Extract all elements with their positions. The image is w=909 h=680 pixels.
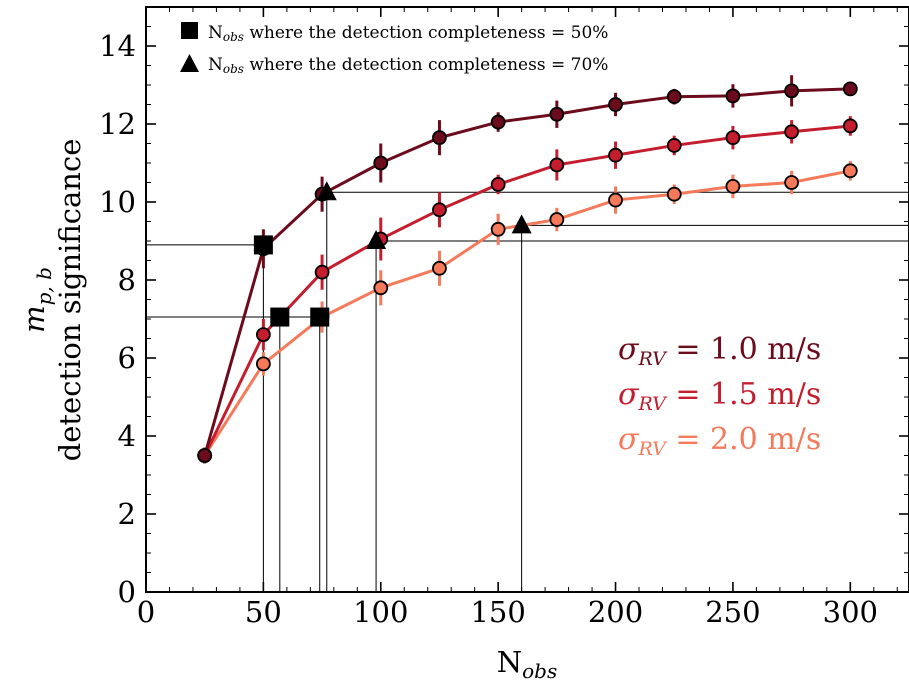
data-point-2-5	[490, 221, 506, 237]
data-point-0-11	[842, 81, 858, 97]
series-line-0	[203, 87, 851, 456]
data-point-0-10	[784, 83, 800, 99]
sigma-2-0-text: = 2.0 m/s	[666, 422, 821, 457]
data-point-0-5	[490, 114, 506, 130]
data-point-0-9	[725, 88, 741, 104]
data-point-1-10	[784, 124, 800, 140]
triangle-marker-70-2	[511, 214, 532, 234]
legend-entry-50-sub: obs	[223, 30, 244, 44]
x-tick-label-6: 300	[823, 595, 878, 629]
legend-entry-70: Nobs where the detection completeness = …	[208, 55, 608, 76]
data-point-1-2	[314, 264, 330, 280]
sigma-1-5-greek: σ	[618, 377, 640, 412]
sigma-1-5-sub: RV	[637, 393, 668, 415]
data-point-0-4	[432, 130, 447, 146]
sigma-annotations: σRV = 1.0 m/s σRV = 1.5 m/s σRV = 2.0 m/…	[618, 332, 821, 460]
data-point-1-4	[432, 202, 447, 218]
sigma-annotation-2-0: σRV = 2.0 m/s	[618, 422, 821, 460]
y-tick-label-1: 2	[118, 497, 136, 531]
data-point-2-11	[842, 163, 858, 179]
y-axis-label-line2: detection significance	[53, 139, 87, 462]
legend-entry-50: Nobs where the detection completeness = …	[208, 23, 608, 44]
data-point-1-9	[725, 130, 741, 146]
data-point-0-0	[197, 448, 213, 463]
sigma-1-0-greek: σ	[618, 332, 640, 367]
y-axis-label-line1: mp, b	[17, 267, 56, 333]
legend-triangle-marker	[180, 54, 199, 72]
sigma-annotation-1-0: σRV = 1.0 m/s	[618, 332, 821, 370]
data-point-1-1	[255, 327, 271, 343]
completeness-markers-layer	[253, 181, 532, 327]
x-tick-label-4: 200	[588, 595, 643, 629]
data-point-2-1	[255, 356, 271, 372]
triangle-marker-70-1	[366, 230, 387, 249]
x-axis-label-sub: obs	[522, 659, 557, 680]
legend-entry-70-text: where the detection completeness = 70%	[244, 55, 608, 75]
legend: Nobs where the detection completeness = …	[180, 22, 608, 76]
data-point-0-6	[549, 106, 565, 122]
series-2	[197, 161, 858, 464]
y-axis-label-sub: p, b	[32, 267, 56, 305]
legend-entry-70-sub: obs	[223, 62, 244, 76]
data-point-1-5	[490, 177, 506, 192]
triangle-marker-70-0	[316, 181, 337, 201]
sigma-1-0-text: = 1.0 m/s	[666, 332, 821, 367]
y-axis-label-m: m	[17, 305, 51, 333]
x-tick-label-3: 150	[470, 595, 525, 629]
x-axis-label: Nobs	[497, 645, 557, 680]
legend-entry-50-text: where the detection completeness = 50%	[244, 23, 608, 43]
data-point-1-11	[842, 118, 858, 134]
data-point-2-3	[373, 280, 389, 296]
data-point-2-7	[608, 192, 623, 208]
x-axis-label-n: N	[497, 645, 522, 679]
y-tick-label-7: 14	[99, 29, 136, 63]
y-tick-label-4: 8	[118, 263, 136, 297]
x-tick-label-5: 250	[705, 595, 760, 629]
legend-square-marker	[181, 22, 198, 39]
series-0	[197, 75, 858, 464]
square-marker-50-1	[270, 307, 290, 327]
square-marker-50-2	[310, 307, 330, 327]
data-point-0-3	[373, 155, 389, 171]
reference-lines-layer	[146, 191, 909, 592]
legend-entry-70-n: N	[208, 55, 223, 75]
square-marker-50-0	[253, 235, 273, 255]
sigma-annotation-1-5: σRV = 1.5 m/s	[618, 377, 821, 415]
data-point-0-8	[666, 89, 682, 105]
data-point-2-8	[666, 186, 682, 202]
sigma-2-0-greek: σ	[618, 422, 640, 457]
data-point-2-10	[784, 175, 800, 190]
series-line-1	[203, 124, 851, 457]
data-point-2-4	[432, 260, 447, 276]
sigma-1-0-sub: RV	[637, 348, 668, 370]
data-point-1-8	[666, 138, 682, 153]
y-tick-label-5: 10	[99, 185, 136, 219]
sigma-2-0-sub: RV	[637, 438, 668, 460]
axes-layer: 0 50 100 150 200 250 300 0 2 4 6 8 10 12 14	[99, 7, 909, 629]
y-tick-label-0: 0	[118, 575, 136, 609]
data-point-2-6	[549, 212, 565, 227]
data-point-2-9	[725, 178, 741, 194]
data-point-1-6	[549, 157, 565, 173]
x-tick-label-0: 0	[137, 595, 155, 629]
x-tick-label-2: 100	[353, 595, 408, 629]
y-tick-label-2: 4	[118, 419, 136, 453]
data-point-0-7	[608, 97, 623, 112]
sigma-1-5-text: = 1.5 m/s	[666, 377, 821, 412]
legend-entry-50-n: N	[208, 23, 223, 43]
y-axis-label: mp, b detection significance	[17, 139, 87, 462]
data-point-1-7	[608, 147, 623, 163]
x-tick-label-1: 50	[245, 595, 282, 629]
y-tick-label-6: 12	[99, 107, 136, 141]
y-tick-label-3: 6	[118, 341, 136, 375]
